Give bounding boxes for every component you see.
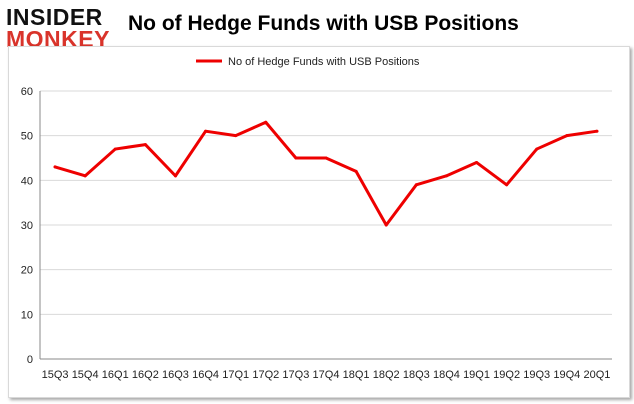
axes [39,91,612,360]
x-tick-label: 16Q3 [162,369,189,381]
data-point [324,156,328,160]
logo-text-top: INSIDER [6,4,103,30]
data-point [113,147,117,151]
data-point [234,134,238,138]
y-tick-label: 30 [21,220,33,232]
data-point [505,183,509,187]
x-tick-label: 17Q4 [313,369,340,381]
chart-title: No of Hedge Funds with USB Positions [128,12,519,35]
data-point [535,147,539,151]
data-point [204,129,208,133]
data-point [475,160,479,164]
data-point [354,169,358,173]
grid-lines [40,90,612,315]
insider-monkey-logo: INSIDER MONKEY [6,6,118,52]
y-tick-label: 40 [21,175,33,187]
y-tick-label: 0 [27,354,33,366]
data-point [294,156,298,160]
data-point [143,143,147,147]
y-tick-label: 50 [21,131,33,143]
data-point [83,174,87,178]
x-tick-label: 19Q3 [523,369,550,381]
series-lines [53,120,599,227]
x-tick-label: 19Q4 [553,369,580,381]
x-tick-label: 15Q4 [72,369,99,381]
y-tick-label: 60 [21,86,33,98]
x-tick-label: 17Q1 [222,369,249,381]
series-line [53,120,599,227]
data-point [414,183,418,187]
x-tick-label: 19Q2 [493,369,520,381]
x-tick-label: 15Q3 [42,369,69,381]
data-point [595,129,599,133]
x-tick-label: 17Q3 [282,369,309,381]
logo-text-bottom: MONKEY [6,26,110,52]
x-tick-label: 18Q3 [403,369,430,381]
data-point [565,134,569,138]
x-tick-label: 18Q1 [343,369,370,381]
x-tick-label: 17Q2 [252,369,279,381]
x-tick-label: 16Q1 [102,369,129,381]
x-tick-labels: 15Q3 15Q4 16Q1 16Q2 16Q3 16Q4 17Q1 17Q2 17Q3 17Q4… [42,369,611,381]
data-point [264,120,268,124]
x-tick-label: 16Q2 [132,369,159,381]
data-point [384,223,388,227]
x-tick-label: 18Q4 [433,369,460,381]
data-point [53,165,57,169]
x-tick-label: 20Q1 [583,369,610,381]
legend-label: No of Hedge Funds with USB Positions [228,56,420,68]
data-point [173,174,177,178]
y-tick-label: 10 [21,309,33,321]
y-tick-label: 20 [21,265,33,277]
y-tick-labels: 0 10 20 30 40 50 60 [21,86,33,366]
legend: No of Hedge Funds with USB Positions [196,56,420,68]
x-tick-label: 19Q1 [463,369,490,381]
x-tick-label: 16Q4 [192,369,219,381]
chart-frame [8,46,630,398]
x-tick-label: 18Q2 [373,369,400,381]
data-point [444,174,448,178]
